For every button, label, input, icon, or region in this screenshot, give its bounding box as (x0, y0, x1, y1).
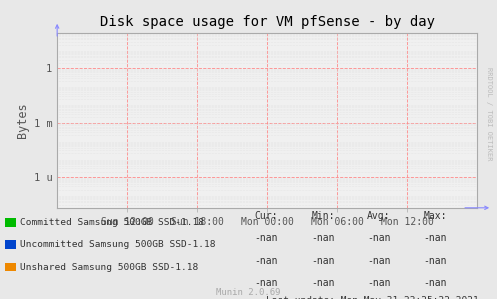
Text: Committed Samsung 500GB SSD-1.18: Committed Samsung 500GB SSD-1.18 (20, 218, 204, 227)
Text: -nan: -nan (311, 278, 335, 288)
Text: -nan: -nan (423, 256, 447, 266)
Text: Munin 2.0.69: Munin 2.0.69 (216, 288, 281, 297)
Text: Min:: Min: (311, 211, 335, 221)
Text: -nan: -nan (367, 256, 391, 266)
Text: -nan: -nan (423, 278, 447, 288)
Text: -nan: -nan (254, 233, 278, 243)
Text: -nan: -nan (311, 256, 335, 266)
Text: Max:: Max: (423, 211, 447, 221)
Text: -nan: -nan (367, 278, 391, 288)
Text: Last update: Mon May 31 22:25:22 2021: Last update: Mon May 31 22:25:22 2021 (266, 296, 479, 299)
Title: Disk space usage for VM pfSense - by day: Disk space usage for VM pfSense - by day (99, 15, 435, 29)
Text: -nan: -nan (254, 278, 278, 288)
Text: -nan: -nan (423, 233, 447, 243)
Text: Avg:: Avg: (367, 211, 391, 221)
Text: Cur:: Cur: (254, 211, 278, 221)
Text: Uncommitted Samsung 500GB SSD-1.18: Uncommitted Samsung 500GB SSD-1.18 (20, 240, 215, 249)
Text: -nan: -nan (311, 233, 335, 243)
Y-axis label: Bytes: Bytes (16, 103, 29, 138)
Text: RRDTOOL / TOBI OETIKER: RRDTOOL / TOBI OETIKER (486, 67, 492, 160)
Text: Unshared Samsung 500GB SSD-1.18: Unshared Samsung 500GB SSD-1.18 (20, 263, 198, 271)
Text: -nan: -nan (367, 233, 391, 243)
Text: -nan: -nan (254, 256, 278, 266)
